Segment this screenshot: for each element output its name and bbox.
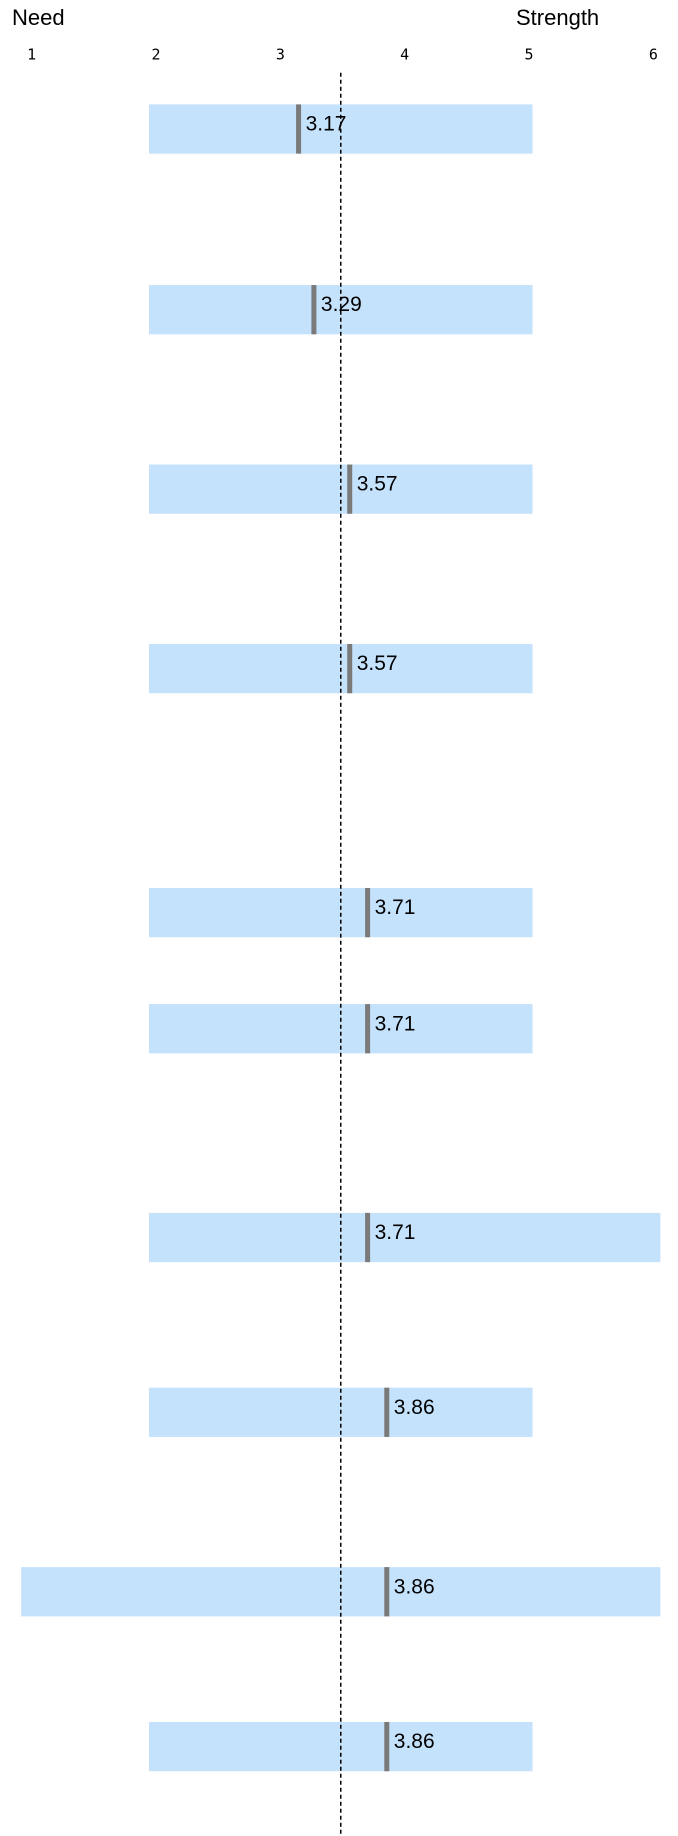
value-label: 3.71 <box>375 896 416 919</box>
value-marker <box>347 643 353 694</box>
value-label: 3.71 <box>375 1221 416 1244</box>
value-label: 3.71 <box>375 1012 416 1035</box>
value-marker <box>365 1212 371 1263</box>
x-tick-label: 3 <box>276 46 285 64</box>
value-marker <box>365 887 371 938</box>
value-marker <box>365 1004 371 1054</box>
x-tick-label: 4 <box>400 46 409 64</box>
value-marker <box>384 1387 390 1437</box>
value-marker <box>384 1721 390 1772</box>
value-label: 3.57 <box>357 473 398 496</box>
x-label-left: Need <box>12 5 65 30</box>
value-label: 3.86 <box>394 1575 435 1598</box>
value-label: 3.17 <box>306 113 347 136</box>
value-label: 3.57 <box>357 652 398 675</box>
value-marker <box>384 1567 390 1617</box>
value-label: 3.86 <box>394 1396 435 1419</box>
x-tick-label: 1 <box>27 46 36 64</box>
x-tick-label: 6 <box>649 46 658 64</box>
x-tick-label: 2 <box>151 46 160 64</box>
value-label: 3.86 <box>394 1730 435 1753</box>
value-marker <box>311 285 317 335</box>
value-marker <box>347 464 353 514</box>
x-tick-label: 5 <box>525 46 534 64</box>
range-bar <box>148 1212 661 1263</box>
x-label-right: Strength <box>516 5 599 30</box>
value-marker <box>296 104 302 154</box>
